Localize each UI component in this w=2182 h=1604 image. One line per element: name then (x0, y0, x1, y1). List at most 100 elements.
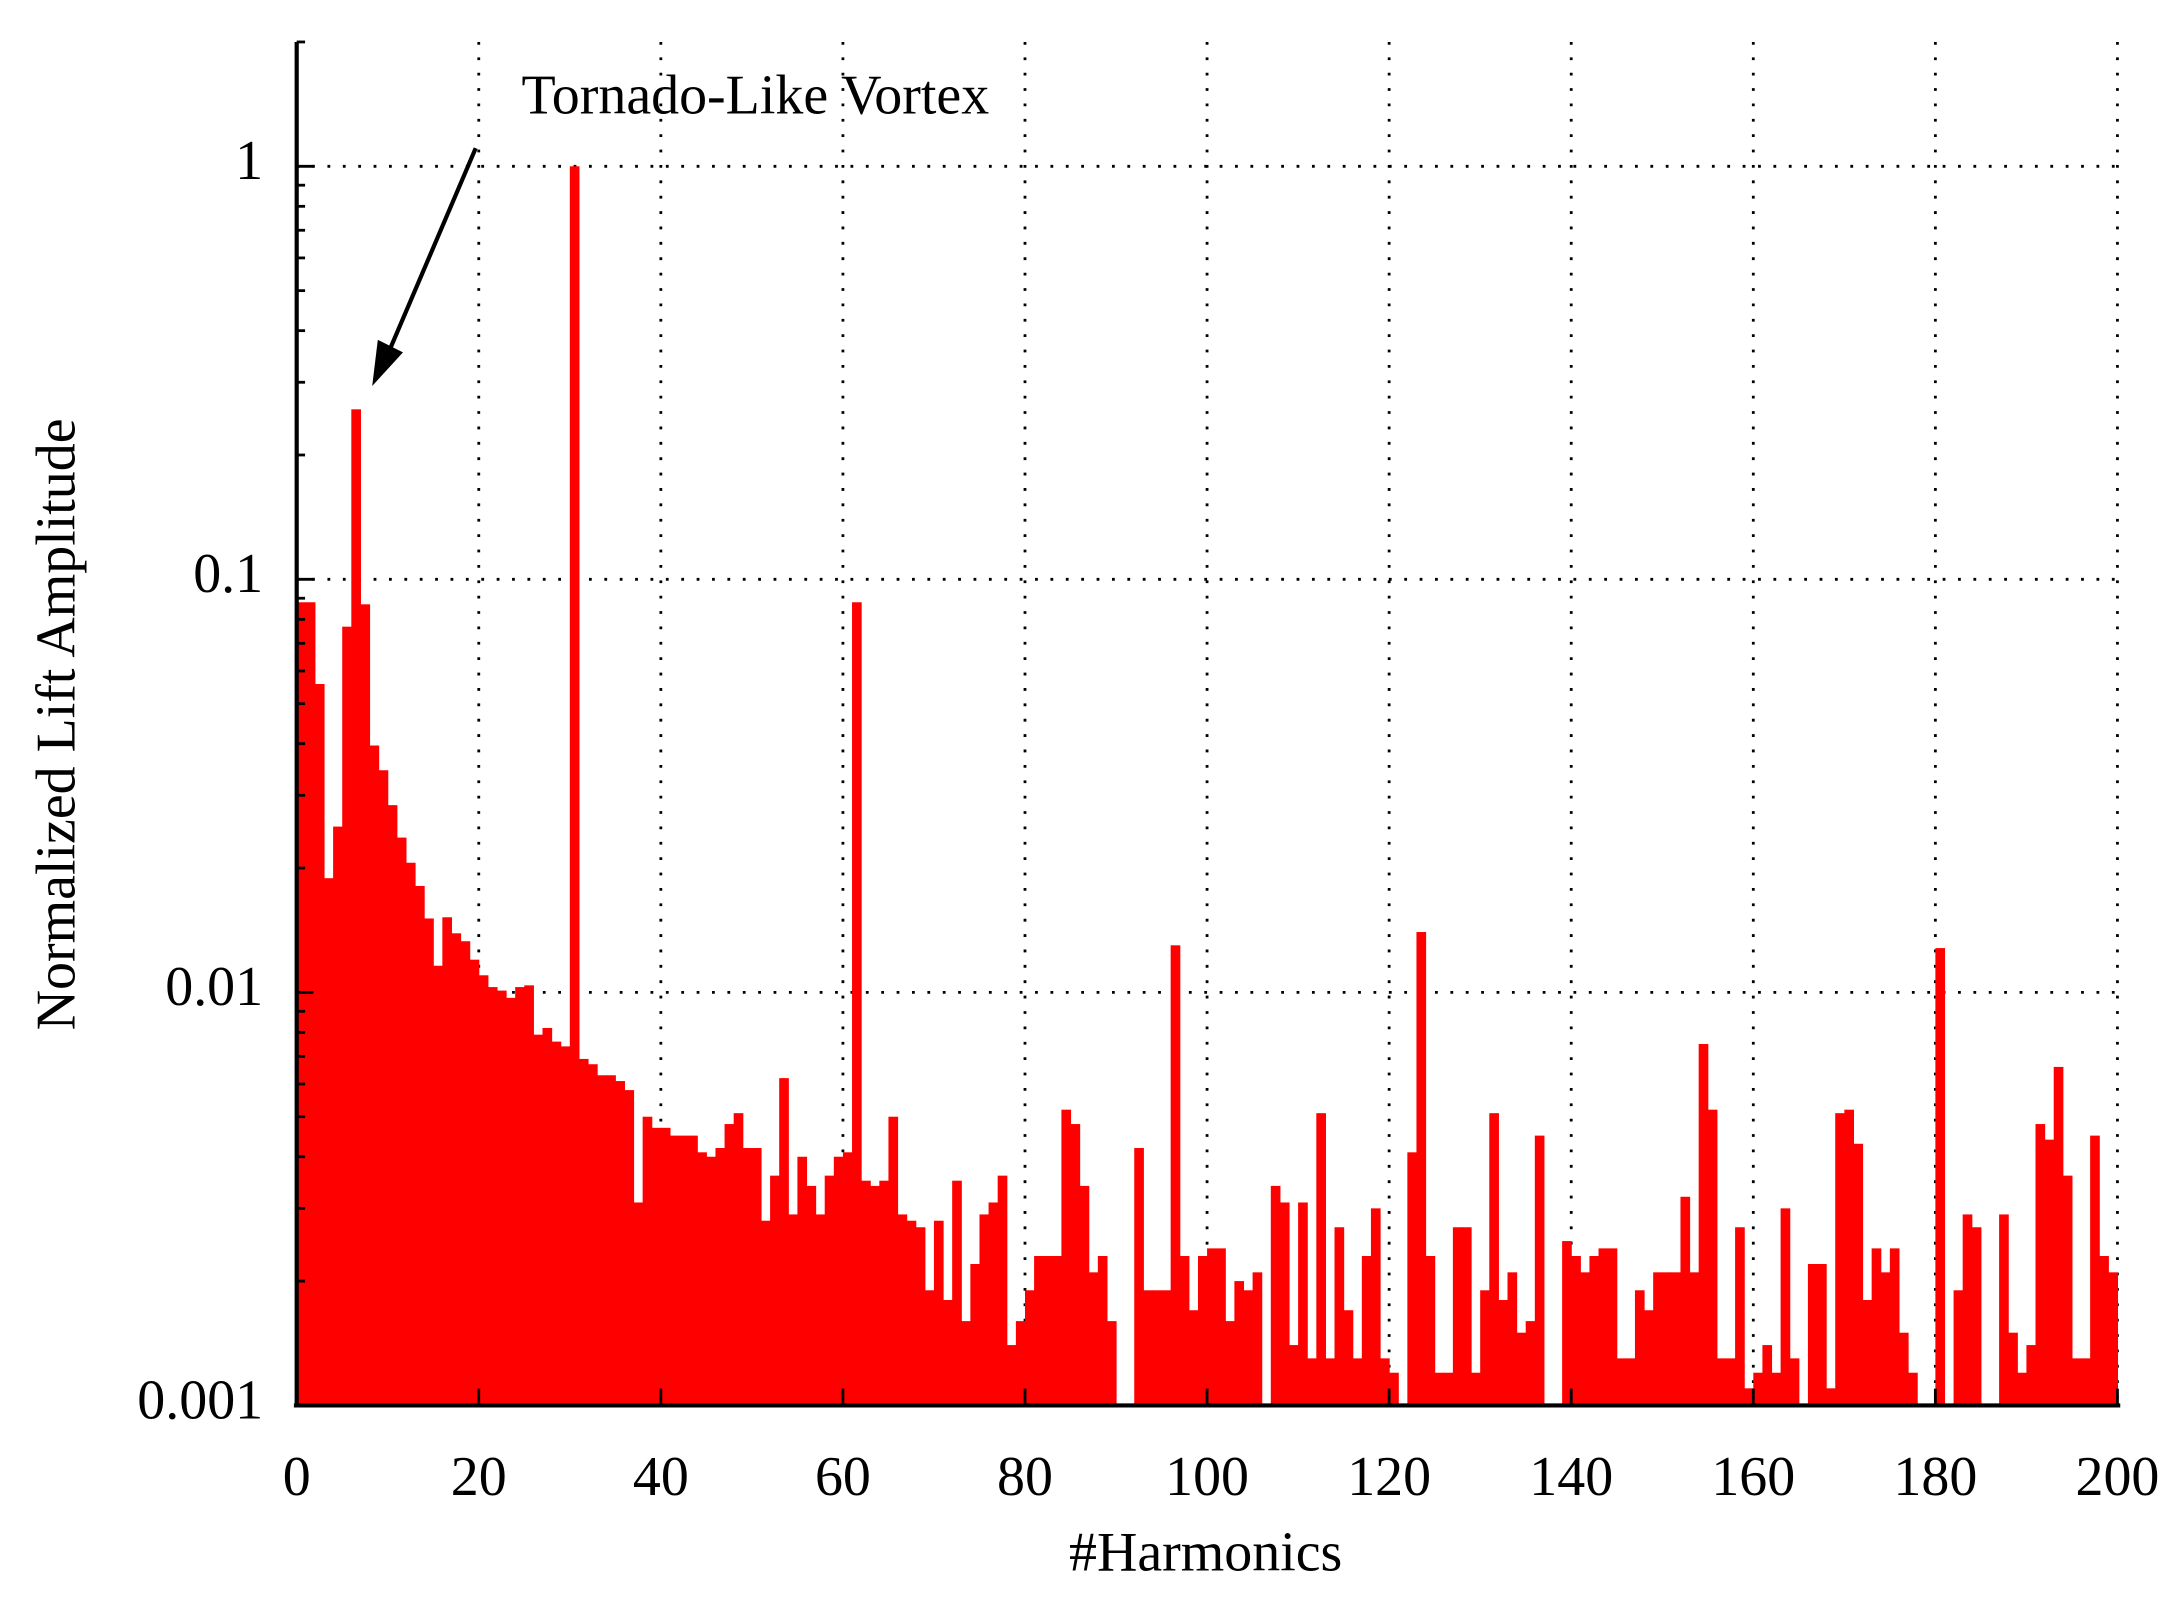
bar (2108, 1272, 2119, 1406)
bar (1143, 1290, 1154, 1406)
bar (751, 1147, 762, 1406)
bar (879, 1180, 889, 1406)
bar (1771, 1372, 1782, 1406)
bar (405, 862, 416, 1406)
bar (815, 1214, 826, 1406)
bar (1644, 1310, 1654, 1406)
bar (615, 1081, 625, 1406)
bar (2062, 1175, 2073, 1406)
bar (1334, 1227, 1345, 1406)
bar (351, 409, 361, 1406)
bar (824, 1175, 835, 1406)
bar (933, 1220, 944, 1406)
bar (1179, 1256, 1190, 1406)
bar (1471, 1372, 1481, 1406)
bar (2053, 1066, 2064, 1406)
bar (669, 1135, 680, 1406)
bar (1034, 1256, 1044, 1406)
bar (533, 1034, 544, 1406)
bar (1498, 1299, 1509, 1406)
bar (2017, 1372, 2027, 1406)
bar (1634, 1290, 1645, 1406)
bar (1443, 1372, 1454, 1406)
bar (1024, 1290, 1035, 1406)
bar (1416, 932, 1427, 1406)
bar (1352, 1358, 1363, 1406)
bar (870, 1185, 880, 1406)
bar (606, 1075, 616, 1406)
bar (760, 1220, 771, 1406)
bar (988, 1202, 999, 1406)
bar (943, 1299, 953, 1406)
bar (1871, 1248, 1882, 1406)
bar (1461, 1227, 1472, 1406)
bar (651, 1127, 662, 1406)
bar (1070, 1124, 1081, 1406)
bar (1516, 1332, 1527, 1406)
bar (979, 1214, 990, 1406)
bar (515, 987, 525, 1406)
bar (1015, 1321, 1026, 1406)
bar (1898, 1332, 1909, 1406)
bar (1598, 1248, 1609, 1406)
x-tick-label: 40 (633, 1446, 689, 1508)
bar (679, 1135, 689, 1406)
bar (1853, 1143, 1864, 1406)
bar (1370, 1208, 1381, 1406)
bar (788, 1214, 798, 1406)
bar (1389, 1372, 1399, 1406)
bar (1489, 1113, 1499, 1406)
bar (888, 1116, 899, 1406)
bar (997, 1175, 1008, 1406)
bar (742, 1147, 753, 1406)
bar (2008, 1332, 2018, 1406)
bar (578, 1058, 589, 1406)
bar (2035, 1124, 2046, 1406)
bar (770, 1175, 780, 1406)
bar (852, 602, 862, 1406)
bar (1789, 1358, 1800, 1406)
bars (296, 166, 2119, 1406)
bar (1407, 1152, 1418, 1406)
bar (1625, 1358, 1636, 1406)
bar (833, 1156, 844, 1406)
bar (1807, 1263, 1818, 1406)
bar (296, 602, 307, 1406)
bar (906, 1220, 917, 1406)
bar (1971, 1227, 1982, 1406)
x-tick-label: 180 (1893, 1446, 1977, 1508)
bar (724, 1124, 735, 1406)
bar (806, 1185, 817, 1406)
bar (378, 770, 389, 1406)
bar (1826, 1388, 1836, 1406)
bar (1343, 1310, 1354, 1406)
bar (387, 805, 398, 1406)
bar (1152, 1290, 1163, 1406)
bar (1689, 1272, 1700, 1406)
bar (1480, 1290, 1490, 1406)
bar (1225, 1321, 1235, 1406)
bar (496, 990, 507, 1406)
bar (1589, 1256, 1600, 1406)
bar (506, 997, 516, 1406)
bar (633, 1202, 644, 1406)
bar (779, 1078, 789, 1406)
bar (2090, 1135, 2100, 1406)
bar (961, 1321, 971, 1406)
bar (442, 917, 453, 1406)
bar (588, 1064, 598, 1406)
bar (314, 683, 325, 1406)
bar (1298, 1202, 1308, 1406)
bar (915, 1227, 926, 1406)
bar (1243, 1290, 1254, 1406)
bar (1862, 1299, 1873, 1406)
bar (1762, 1345, 1773, 1406)
arrow-shaft (384, 147, 478, 359)
bar (1006, 1345, 1017, 1406)
bar (1434, 1372, 1445, 1406)
bar (642, 1116, 653, 1406)
bar (469, 959, 480, 1406)
bar (1716, 1358, 1727, 1406)
bar (1170, 945, 1181, 1406)
